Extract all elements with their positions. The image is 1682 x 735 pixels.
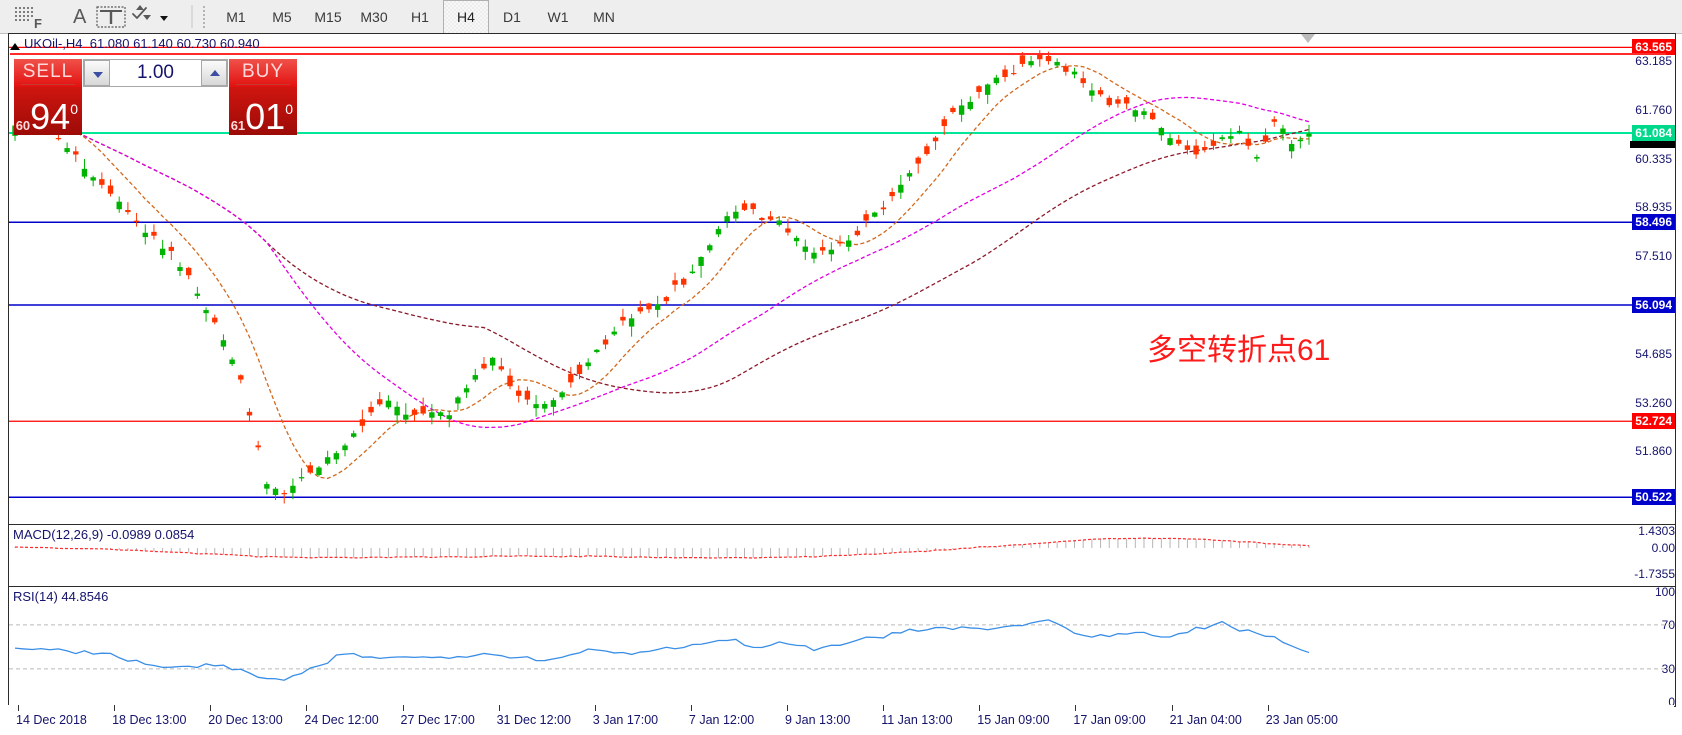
svg-text:A: A [73,6,87,28]
svg-text:F: F [34,16,42,31]
